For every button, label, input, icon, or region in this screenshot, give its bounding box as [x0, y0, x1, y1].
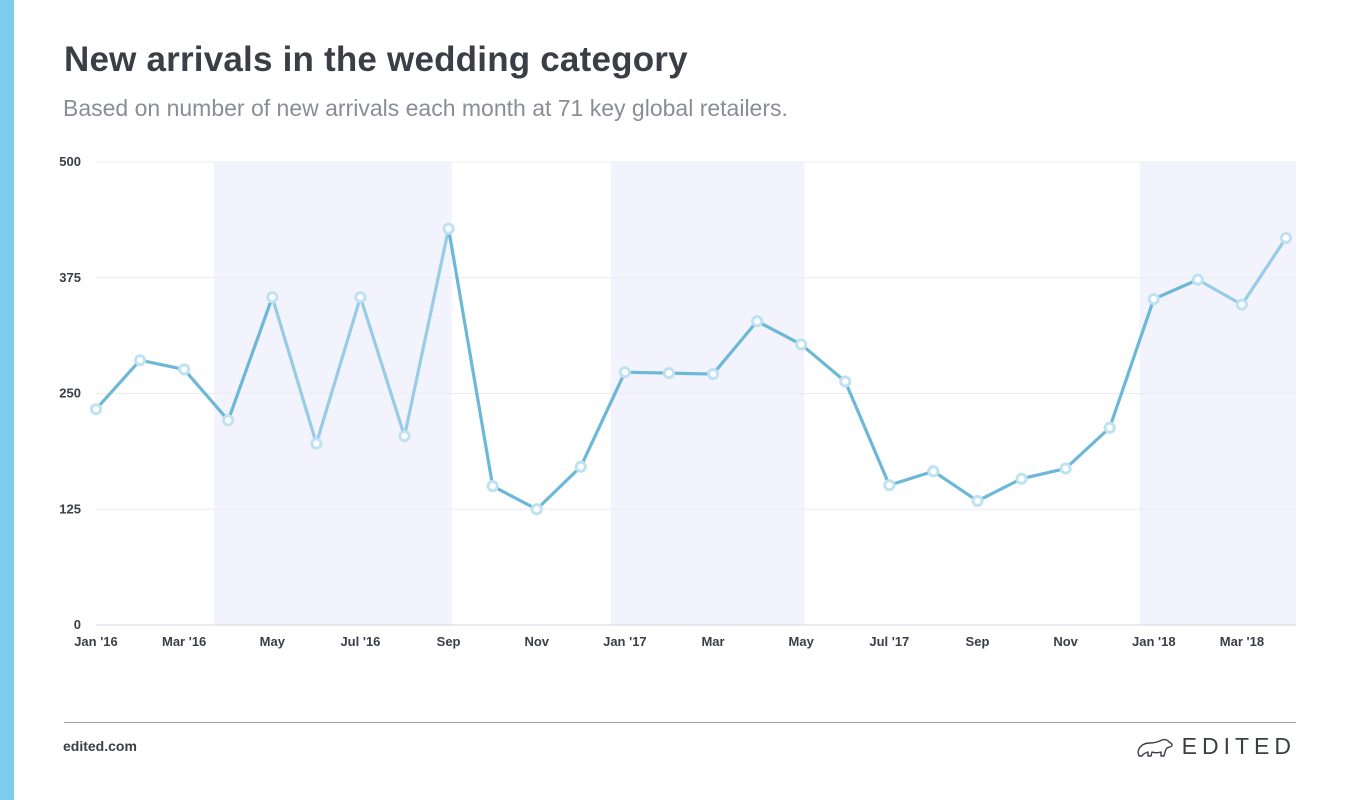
x-axis-ticks: Jan '16 Mar '16 May Jul '16 Sep Nov Jan '17 Mar…: [74, 634, 1264, 649]
line-segment: [491, 484, 539, 511]
y-tick-label: 125: [59, 501, 81, 516]
series-line: [94, 227, 1288, 511]
series-points: [89, 222, 1293, 516]
line-segment: [182, 367, 230, 422]
line-segment: [799, 342, 847, 384]
x-tick-label: Sep: [966, 634, 990, 649]
line-segment: [446, 227, 495, 488]
x-tick-label: Mar '16: [162, 634, 206, 649]
line-segment: [843, 379, 891, 487]
footer-divider: [64, 722, 1296, 723]
data-point[interactable]: [442, 222, 455, 235]
line-segment: [711, 319, 759, 376]
line-segment: [579, 370, 627, 469]
data-point[interactable]: [795, 338, 808, 351]
line-segment: [623, 370, 671, 375]
data-point[interactable]: [310, 437, 323, 450]
y-axis-ticks: 0 125 250 375 500: [59, 154, 81, 632]
line-segment: [667, 371, 715, 376]
line-segment: [94, 358, 142, 411]
data-point[interactable]: [1015, 472, 1028, 485]
line-segment: [755, 319, 803, 347]
data-point[interactable]: [398, 429, 411, 443]
line-segment: [138, 358, 186, 372]
data-point[interactable]: [1103, 421, 1116, 434]
x-tick-label: Mar: [701, 634, 724, 649]
data-point[interactable]: [839, 375, 852, 388]
data-point[interactable]: [178, 363, 191, 376]
x-tick-label: Jan '18: [1132, 634, 1176, 649]
data-point[interactable]: [1147, 292, 1160, 306]
data-point[interactable]: [486, 480, 499, 493]
accent-bar: [0, 0, 14, 800]
x-tick-label: Mar '18: [1220, 634, 1264, 649]
x-tick-label: Sep: [437, 634, 461, 649]
data-point[interactable]: [530, 503, 543, 516]
line-segment: [270, 295, 318, 446]
y-tick-label: 0: [74, 617, 81, 632]
line-segment: [887, 469, 936, 487]
data-point[interactable]: [1279, 231, 1293, 245]
y-tick-label: 250: [59, 386, 81, 401]
data-point[interactable]: [751, 315, 764, 328]
line-segment: [1108, 297, 1156, 430]
data-point[interactable]: [927, 465, 940, 478]
gridlines: [96, 161, 1296, 626]
line-segment: [1152, 278, 1200, 301]
data-point[interactable]: [574, 460, 587, 473]
x-tick-label: May: [789, 634, 815, 649]
y-tick-label: 375: [59, 270, 81, 285]
line-segment: [358, 295, 407, 438]
polar-bear-icon: [1136, 738, 1173, 757]
line-segment: [1240, 236, 1288, 307]
data-point[interactable]: [89, 403, 103, 416]
line-segment: [535, 465, 583, 511]
data-point[interactable]: [706, 367, 720, 381]
line-segment: [975, 477, 1024, 503]
chart-subtitle: Based on number of new arrivals each mon…: [63, 95, 788, 121]
line-segment: [402, 227, 451, 438]
x-tick-label: Jan '16: [74, 634, 118, 649]
data-point[interactable]: [1191, 273, 1204, 286]
line-segment: [1019, 466, 1068, 481]
line-segment: [314, 295, 363, 446]
x-tick-label: Jul '17: [869, 634, 909, 649]
data-point[interactable]: [971, 494, 984, 508]
line-segment: [1196, 278, 1244, 307]
data-point[interactable]: [133, 354, 147, 367]
data-point[interactable]: [662, 367, 676, 380]
data-point[interactable]: [1059, 462, 1072, 475]
x-tick-label: Jul '16: [340, 634, 380, 649]
y-tick-label: 500: [59, 154, 81, 169]
line-segment: [931, 469, 980, 503]
data-point[interactable]: [883, 479, 896, 492]
data-point[interactable]: [354, 291, 367, 304]
footer-site-link[interactable]: edited.com: [63, 738, 137, 754]
x-tick-label: May: [260, 634, 286, 649]
brand-wordmark: EDITED: [1181, 733, 1296, 759]
brand-logo: EDITED: [1136, 733, 1296, 760]
data-point[interactable]: [222, 414, 235, 427]
x-tick-label: Nov: [524, 634, 549, 649]
x-tick-label: Jan '17: [603, 634, 647, 649]
chart-title: New arrivals in the wedding category: [64, 40, 688, 79]
line-segment: [1064, 426, 1112, 471]
data-point[interactable]: [266, 291, 279, 304]
data-point[interactable]: [1235, 298, 1249, 311]
line-segment: [226, 295, 274, 422]
x-tick-label: Nov: [1053, 634, 1078, 649]
data-point[interactable]: [618, 366, 631, 379]
